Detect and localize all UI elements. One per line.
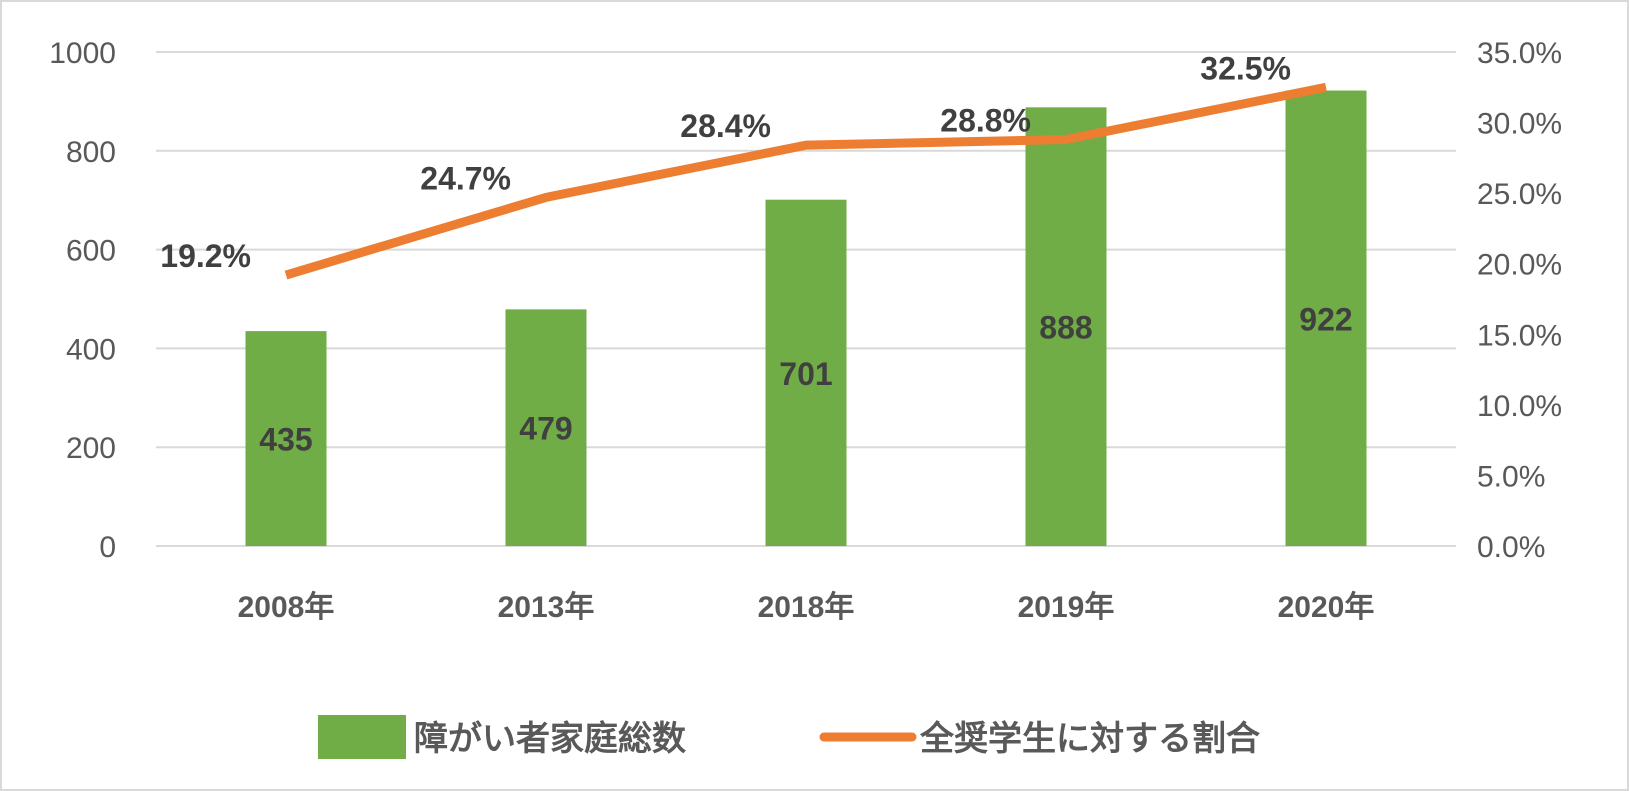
right-tick-label: 30.0% [1477, 108, 1562, 141]
x-tick-label: 2013年 [498, 591, 595, 624]
line-path [284, 82, 1327, 280]
bar [505, 309, 587, 546]
right-tick-label: 25.0% [1477, 178, 1562, 211]
legend: 障がい者家庭総数 全奨学生に対する割合 [318, 715, 1260, 759]
left-axis-ticks: 0 200 400 600 800 1000 [49, 37, 116, 564]
left-tick-label: 1000 [49, 37, 116, 70]
bar-series [245, 90, 1367, 547]
x-tick-label: 2020年 [1278, 591, 1375, 624]
bar [765, 199, 847, 546]
legend-line-label: 全奨学生に対する割合 [919, 719, 1260, 758]
line-value-label: 28.8% [940, 103, 1031, 139]
bar-value-label: 479 [519, 411, 572, 447]
left-tick-label: 0 [99, 531, 116, 564]
left-tick-label: 600 [66, 235, 116, 268]
right-axis-ticks: 0.0% 5.0% 10.0% 15.0% 20.0% 25.0% 30.0% 35.0% [1477, 37, 1562, 564]
line-value-label: 28.4% [680, 108, 771, 144]
left-tick-label: 200 [66, 432, 116, 465]
line-value-label: 32.5% [1200, 50, 1291, 86]
bar-value-label: 888 [1039, 310, 1092, 346]
x-tick-label: 2018年 [758, 591, 855, 624]
left-tick-label: 800 [66, 136, 116, 169]
right-tick-label: 10.0% [1477, 390, 1562, 423]
right-tick-label: 35.0% [1477, 37, 1562, 70]
left-tick-label: 400 [66, 333, 116, 366]
data-labels: 435 479 701 888 922 19.2% 24.7% 28.4% 28.8% 32.5% [160, 50, 1352, 457]
legend-bar-label: 障がい者家庭総数 [414, 719, 686, 758]
line-value-label: 24.7% [420, 160, 511, 196]
legend-bar-swatch [318, 715, 406, 759]
line-value-label: 19.2% [160, 238, 251, 274]
x-tick-label: 2019年 [1018, 591, 1115, 624]
bar-value-label: 701 [779, 356, 832, 392]
x-axis-labels: 2008年 2013年 2018年 2019年 2020年 [238, 591, 1375, 624]
right-tick-label: 15.0% [1477, 319, 1562, 352]
bar [245, 331, 327, 546]
bar-value-label: 922 [1299, 301, 1352, 337]
right-tick-label: 0.0% [1477, 531, 1545, 564]
line-series [284, 82, 1327, 280]
x-tick-label: 2008年 [238, 591, 335, 624]
right-tick-label: 20.0% [1477, 249, 1562, 282]
bar [1025, 107, 1107, 546]
bar-value-label: 435 [259, 422, 312, 458]
bar [1285, 90, 1367, 547]
right-tick-label: 5.0% [1477, 460, 1545, 493]
